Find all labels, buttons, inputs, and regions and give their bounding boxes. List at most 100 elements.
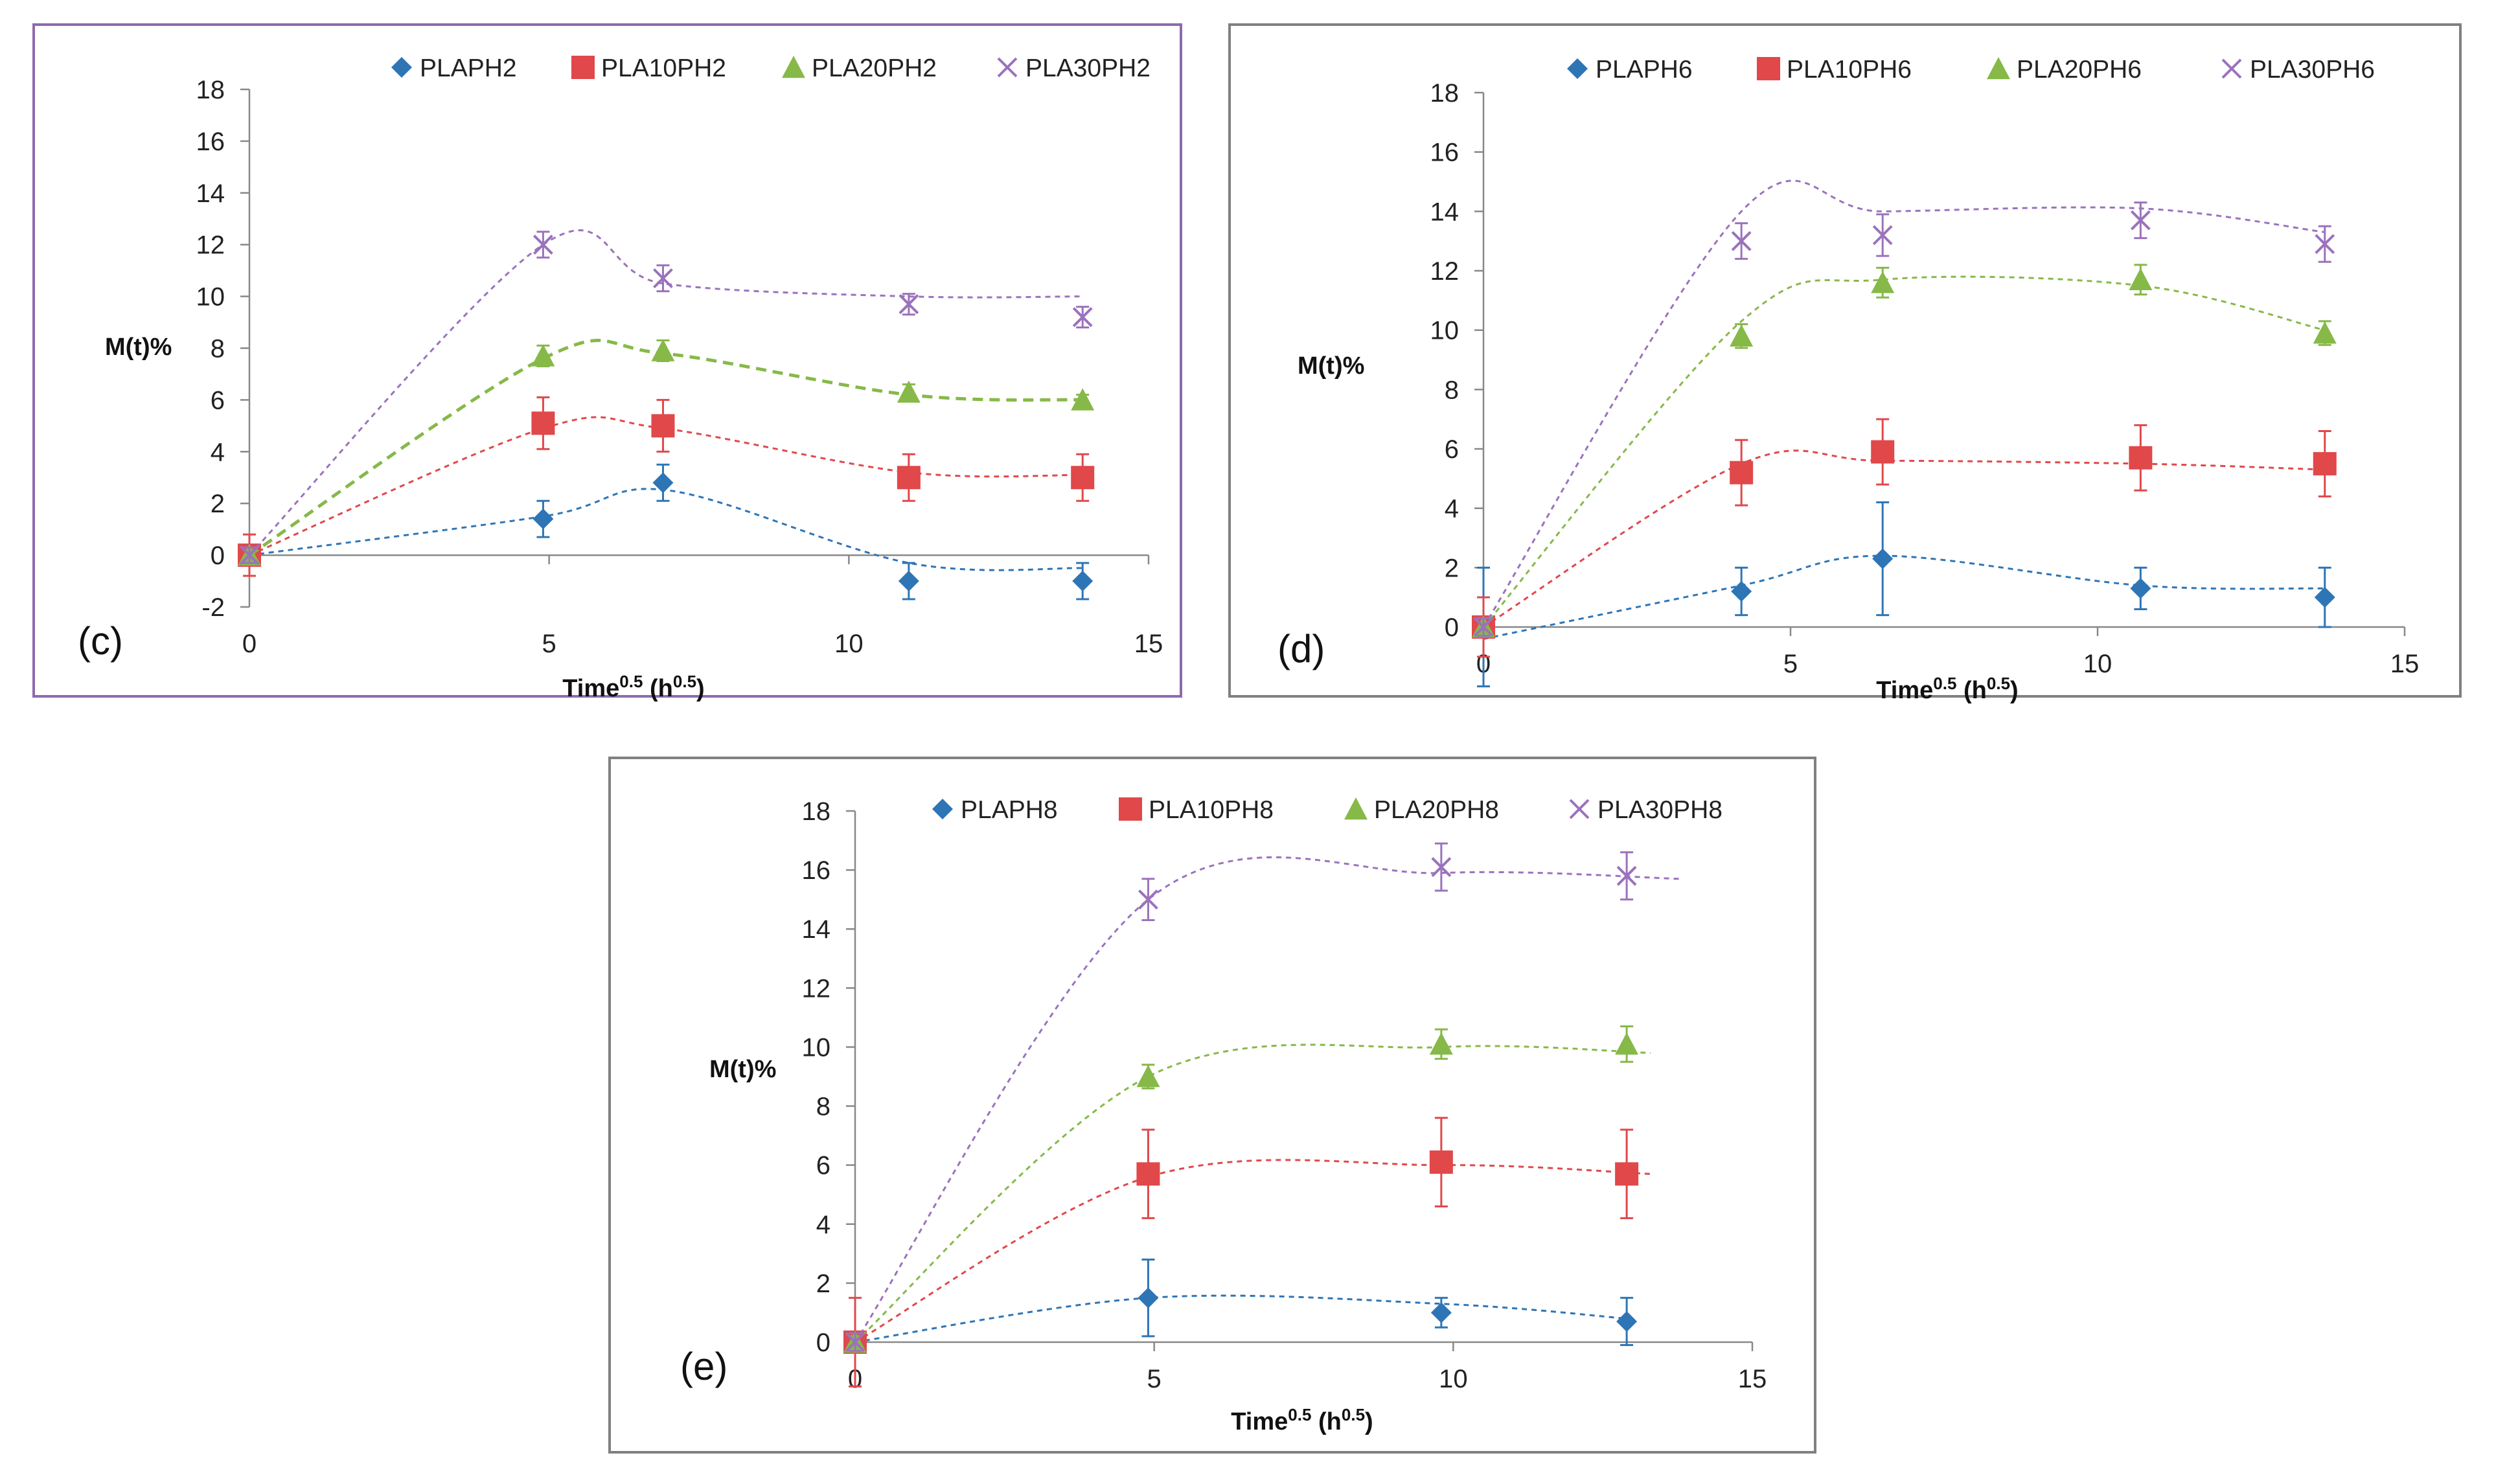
data-point <box>845 1332 865 1353</box>
y-tick-label: 8 <box>211 335 225 363</box>
chart-frame <box>1228 23 2462 698</box>
data-point <box>899 294 919 314</box>
y-tick-label: 10 <box>196 283 225 312</box>
data-point <box>2130 210 2151 231</box>
chart-panel-c: -2 0 2 4 6 8 10 12 14 16 18 0 5 10 15 M(t)% Time0.5 (h0.… <box>32 23 1182 702</box>
trend-line <box>1482 179 2325 628</box>
legend-label: PLAPH6 <box>1596 56 1693 84</box>
legend-item: PLA10PH8 <box>1119 796 1274 824</box>
data-point <box>1136 1065 1160 1088</box>
legend-item: PLAPH6 <box>1567 56 1693 84</box>
y-tick-label: 0 <box>211 542 225 570</box>
y-tick-label: 4 <box>816 1211 830 1239</box>
data-point <box>1616 865 1637 886</box>
legend-item: PLA10PH2 <box>571 54 726 82</box>
y-tick-label: 16 <box>1430 139 1460 167</box>
y-tick-label: 4 <box>1445 495 1459 523</box>
data-point <box>532 234 553 255</box>
data-point <box>1071 466 1095 490</box>
data-point <box>1730 324 1754 347</box>
series-PLA30PH6 <box>1473 179 2335 637</box>
y-tick-label: 6 <box>1445 435 1459 464</box>
legend-label: PLAPH2 <box>420 54 517 82</box>
x-tick-label: 10 <box>2083 650 2112 678</box>
legend-marker <box>997 57 1018 78</box>
data-point <box>1731 231 1752 251</box>
legend-label: PLA30PH8 <box>1597 796 1723 824</box>
data-point <box>1136 1162 1160 1186</box>
x-tick-label: 5 <box>542 630 556 658</box>
trend-line <box>249 488 1083 571</box>
y-tick-label: 6 <box>816 1152 830 1180</box>
y-tick-label: 0 <box>816 1329 830 1357</box>
legend-item: PLAPH8 <box>932 796 1058 824</box>
data-point <box>1072 571 1093 592</box>
legend-marker <box>1119 797 1142 821</box>
y-tick-label: 18 <box>802 797 831 826</box>
chart-frame <box>608 757 1816 1454</box>
panel-label: (c) <box>78 619 123 663</box>
y-tick-label: 14 <box>1430 198 1460 226</box>
data-point <box>1872 548 1894 569</box>
data-point <box>1430 1302 1452 1323</box>
data-point <box>897 466 921 490</box>
x-axis-label: Time0.5 (h0.5) <box>1231 1405 1373 1435</box>
data-point <box>651 339 675 361</box>
data-point <box>1071 388 1095 411</box>
data-point <box>531 411 555 435</box>
y-axis-label: M(t)% <box>105 334 172 361</box>
y-tick-label: 8 <box>1445 376 1459 404</box>
data-point <box>898 571 919 592</box>
x-tick-label: 10 <box>1439 1365 1468 1393</box>
legend-marker <box>391 57 412 78</box>
x-axis-label: Time0.5 (h0.5) <box>562 672 704 702</box>
data-point <box>1616 1311 1638 1332</box>
data-point <box>1615 1162 1639 1186</box>
legend-item: PLA30PH2 <box>997 54 1150 82</box>
y-tick-label: 8 <box>816 1093 830 1121</box>
y-tick-label: 2 <box>211 490 225 518</box>
legend-item: PLA30PH6 <box>2221 56 2375 84</box>
x-tick-label: 5 <box>1147 1365 1162 1393</box>
y-axis-label: M(t)% <box>709 1056 776 1083</box>
data-point <box>653 268 673 289</box>
data-point <box>1138 1287 1159 1308</box>
y-tick-label: 12 <box>1430 257 1460 286</box>
data-point <box>1431 857 1452 877</box>
data-point <box>2313 321 2337 344</box>
y-tick-label: 10 <box>1430 317 1460 345</box>
legend-item: PLA10PH6 <box>1757 56 1912 84</box>
y-tick-label: -2 <box>201 593 225 622</box>
data-point <box>2315 234 2335 255</box>
panel-label: (d) <box>1277 627 1325 670</box>
data-point <box>651 414 675 438</box>
legend-label: PLA20PH8 <box>1374 796 1499 824</box>
y-tick-label: 18 <box>196 76 225 104</box>
data-point <box>1731 581 1752 602</box>
legend-item: PLAPH2 <box>391 54 517 82</box>
legend-marker <box>932 799 953 819</box>
data-point <box>652 472 674 494</box>
legend-label: PLA30PH6 <box>2250 56 2375 84</box>
trend-line <box>854 1294 1627 1343</box>
x-tick-label: 15 <box>1738 1365 1767 1393</box>
data-point <box>1872 225 1893 245</box>
series-PLA20PH6 <box>1472 264 2337 638</box>
legend-marker <box>1757 57 1780 80</box>
data-point <box>1730 461 1754 485</box>
series-PLA30PH8 <box>845 842 1681 1353</box>
data-point <box>1615 1032 1639 1055</box>
legend-label: PLA10PH6 <box>1787 56 1912 84</box>
legend-marker <box>571 56 595 79</box>
legend-label: PLAPH8 <box>961 796 1058 824</box>
legend-marker <box>1567 58 1588 79</box>
data-point <box>1429 1032 1453 1055</box>
legend-marker <box>1987 57 2010 80</box>
data-point <box>1473 617 1494 637</box>
y-tick-label: 2 <box>816 1270 830 1298</box>
legend-marker <box>782 56 805 78</box>
y-tick-label: 14 <box>802 915 831 944</box>
